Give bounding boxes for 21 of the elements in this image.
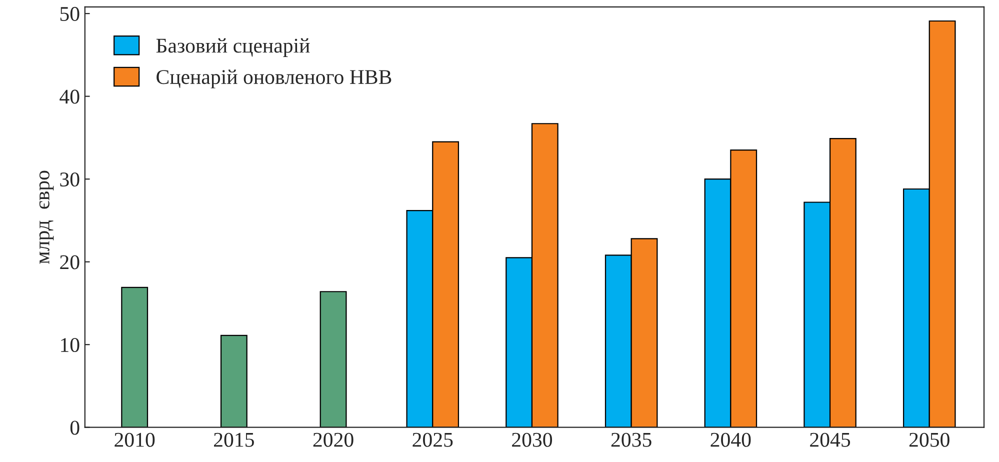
x-tick-label: 2050: [909, 432, 950, 447]
y-tick-label: 0: [70, 420, 80, 435]
x-tick-label: 2010: [114, 432, 155, 447]
legend-label: Сценарій оновленого НВВ: [156, 70, 392, 88]
bar: [320, 291, 347, 428]
x-tick-label: 2020: [313, 432, 354, 447]
x-tick-label: 2025: [412, 432, 453, 447]
x-tick-label: 2035: [611, 432, 652, 447]
bar: [121, 286, 148, 428]
x-tick-label: 2015: [214, 432, 254, 447]
y-tick-label: 20: [60, 255, 80, 270]
legend-label: Базовий сценарій: [156, 38, 310, 57]
y-tick-label: 40: [60, 90, 80, 104]
y-axis-title: млрд євро: [39, 170, 54, 264]
x-tick-label: 2040: [710, 432, 751, 447]
x-tick-label: 2045: [810, 432, 850, 447]
y-tick-label: 50: [60, 6, 80, 21]
y-tick-label: 10: [61, 338, 80, 352]
bar: [220, 334, 248, 428]
x-tick-label: 2030: [512, 432, 552, 447]
y-tick-label: 30: [60, 172, 80, 187]
